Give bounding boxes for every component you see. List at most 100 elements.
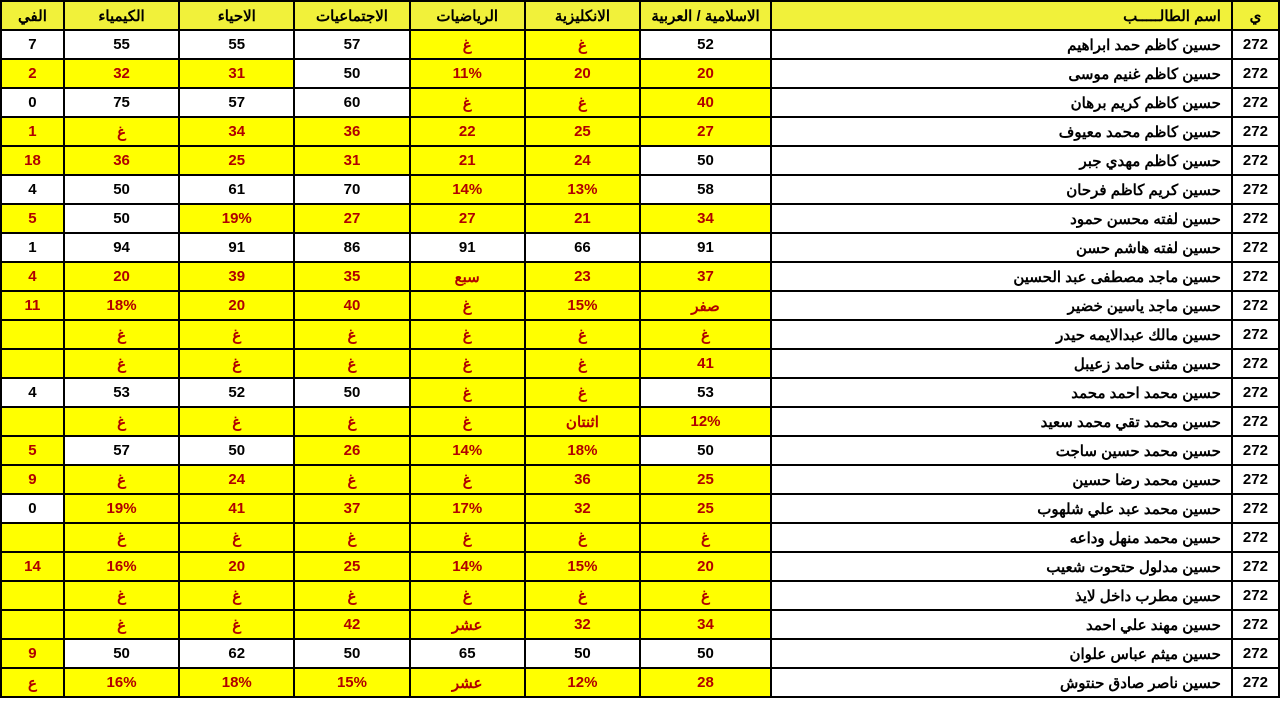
grade-cell: 14 <box>1 552 64 581</box>
grade-cell: غ <box>640 320 771 349</box>
student-name: حسين محمد حسين ساجت <box>771 436 1232 465</box>
grade-cell: 50 <box>640 146 771 175</box>
table-row: 272حسين محمد احمد محمد53غغ5052534 <box>1 378 1279 407</box>
table-row: 272حسين مهند علي احمد3432عشر42غغ <box>1 610 1279 639</box>
student-name: حسين لفته هاشم حسن <box>771 233 1232 262</box>
table-row: 272حسين محمد تقي محمد سعيد12%اثنتانغغغغ <box>1 407 1279 436</box>
student-id: 272 <box>1232 523 1279 552</box>
grade-cell: 11 <box>1 291 64 320</box>
grade-cell: 75 <box>64 88 179 117</box>
grade-cell: 0 <box>1 494 64 523</box>
grade-cell: 28 <box>640 668 771 697</box>
grade-cell: 20 <box>64 262 179 291</box>
col-header: ي <box>1232 1 1279 30</box>
grade-cell: 21 <box>525 204 640 233</box>
table-row: 272حسين مدلول حتحوت شعيب2015%14%252016%1… <box>1 552 1279 581</box>
col-header: الاسلامية / العربية <box>640 1 771 30</box>
grade-cell: غ <box>525 30 640 59</box>
grade-cell: 52 <box>179 378 294 407</box>
grade-cell: 37 <box>640 262 771 291</box>
grade-cell: 14% <box>410 552 525 581</box>
table-body: 272حسين كاظم حمد ابراهيم52غغ5755557272حس… <box>1 30 1279 697</box>
grade-cell: 20 <box>525 59 640 88</box>
student-name: حسين مدلول حتحوت شعيب <box>771 552 1232 581</box>
grade-cell: 55 <box>64 30 179 59</box>
grade-cell: 32 <box>64 59 179 88</box>
grade-cell: 40 <box>294 291 409 320</box>
student-name: حسين كاظم كريم برهان <box>771 88 1232 117</box>
table-row: 272حسين ناصر صادق حنتوش2812%عشر15%18%16%… <box>1 668 1279 697</box>
grade-cell: 91 <box>179 233 294 262</box>
grade-cell: 19% <box>64 494 179 523</box>
student-id: 272 <box>1232 59 1279 88</box>
student-id: 272 <box>1232 610 1279 639</box>
grade-cell: 53 <box>64 378 179 407</box>
grade-cell: 32 <box>525 494 640 523</box>
grade-cell: 9 <box>1 465 64 494</box>
grade-cell: 20 <box>179 552 294 581</box>
student-id: 272 <box>1232 407 1279 436</box>
grade-cell: غ <box>64 465 179 494</box>
student-id: 272 <box>1232 204 1279 233</box>
grade-cell: 94 <box>64 233 179 262</box>
grade-cell: 31 <box>294 146 409 175</box>
grade-cell: 17% <box>410 494 525 523</box>
table-row: 272حسين لفته محسن حمود3421272719%505 <box>1 204 1279 233</box>
grade-cell: 86 <box>294 233 409 262</box>
grade-cell: 19% <box>179 204 294 233</box>
grade-cell: 60 <box>294 88 409 117</box>
grade-cell: 9 <box>1 639 64 668</box>
student-name: حسين محمد احمد محمد <box>771 378 1232 407</box>
grade-cell: 55 <box>179 30 294 59</box>
grade-cell: 41 <box>179 494 294 523</box>
grade-cell: غ <box>64 117 179 146</box>
table-row: 272حسين مثنى حامد زعيبل41غغغغغ <box>1 349 1279 378</box>
student-name: حسين كريم كاظم فرحان <box>771 175 1232 204</box>
grade-cell: 39 <box>179 262 294 291</box>
student-name: حسين محمد منهل وداعه <box>771 523 1232 552</box>
grade-cell: غ <box>294 407 409 436</box>
grade-cell: 41 <box>640 349 771 378</box>
grade-cell <box>1 610 64 639</box>
grade-cell: 36 <box>294 117 409 146</box>
grade-cell: 34 <box>179 117 294 146</box>
grade-cell: 57 <box>64 436 179 465</box>
grade-cell: 12% <box>640 407 771 436</box>
grade-cell: غ <box>64 349 179 378</box>
grade-cell: 50 <box>640 436 771 465</box>
student-name: حسين محمد رضا حسين <box>771 465 1232 494</box>
grade-cell: 25 <box>179 146 294 175</box>
grade-cell <box>1 407 64 436</box>
grade-cell: غ <box>410 30 525 59</box>
student-id: 272 <box>1232 639 1279 668</box>
grade-cell: غ <box>294 581 409 610</box>
grade-cell: 24 <box>525 146 640 175</box>
grade-cell: غ <box>179 581 294 610</box>
grade-cell: 12% <box>525 668 640 697</box>
grade-cell: 50 <box>525 639 640 668</box>
student-id: 272 <box>1232 146 1279 175</box>
grade-cell: 32 <box>525 610 640 639</box>
col-header: الرياضيات <box>410 1 525 30</box>
student-id: 272 <box>1232 465 1279 494</box>
student-name: حسين ماجد مصطفى عبد الحسين <box>771 262 1232 291</box>
col-header: الانكليزية <box>525 1 640 30</box>
grade-cell: غ <box>64 581 179 610</box>
grade-cell: 52 <box>640 30 771 59</box>
grade-cell: غ <box>179 349 294 378</box>
table-row: 272حسين كاظم مهدي جبر50242131253618 <box>1 146 1279 175</box>
grade-cell: 16% <box>64 552 179 581</box>
table-row: 272حسين محمد منهل وداعهغغغغغغ <box>1 523 1279 552</box>
grade-cell: غ <box>525 581 640 610</box>
student-name: حسين ماجد ياسين خضير <box>771 291 1232 320</box>
table-header-row: ياسم الطالـــــبالاسلامية / العربيةالانك… <box>1 1 1279 30</box>
col-header: الاجتماعيات <box>294 1 409 30</box>
grade-cell <box>1 349 64 378</box>
grade-cell: 57 <box>179 88 294 117</box>
grade-cell: صفر <box>640 291 771 320</box>
grade-cell: 40 <box>640 88 771 117</box>
grade-cell: 42 <box>294 610 409 639</box>
grade-cell: 15% <box>525 291 640 320</box>
grade-cell: 27 <box>294 204 409 233</box>
grade-cell: 1 <box>1 117 64 146</box>
